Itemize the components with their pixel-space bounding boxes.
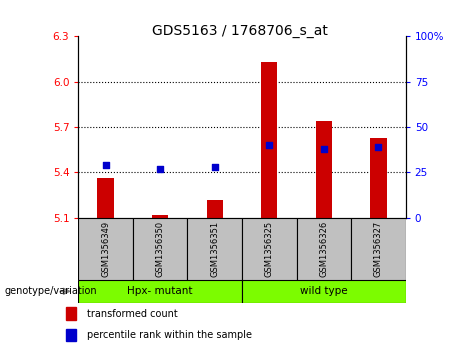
Text: Hpx- mutant: Hpx- mutant [127,286,193,296]
Text: GDS5163 / 1768706_s_at: GDS5163 / 1768706_s_at [152,24,328,38]
Text: GSM1356350: GSM1356350 [156,221,165,277]
Bar [351,218,406,280]
Bar [370,138,387,218]
Bar [78,280,242,303]
Bar [66,329,77,342]
Bar [133,218,188,280]
Bar [78,218,133,280]
Bar [261,62,278,218]
Bar [66,307,77,320]
Text: genotype/variation: genotype/variation [5,286,97,296]
Bar [207,200,223,218]
Text: transformed count: transformed count [87,309,177,319]
Point [211,164,219,170]
Point [157,166,164,172]
Bar [242,218,296,280]
Bar [188,218,242,280]
Text: GSM1356349: GSM1356349 [101,221,110,277]
Point [266,142,273,148]
Text: wild type: wild type [300,286,348,296]
Bar [152,215,168,218]
Text: GSM1356326: GSM1356326 [319,221,328,277]
Point [320,146,327,152]
Point [375,144,382,150]
Text: GSM1356351: GSM1356351 [210,221,219,277]
Bar [242,280,406,303]
Bar [97,179,114,218]
Text: GSM1356327: GSM1356327 [374,221,383,277]
Bar [296,218,351,280]
Text: GSM1356325: GSM1356325 [265,221,274,277]
Point [102,162,109,168]
Bar [316,121,332,218]
Text: percentile rank within the sample: percentile rank within the sample [87,330,252,340]
